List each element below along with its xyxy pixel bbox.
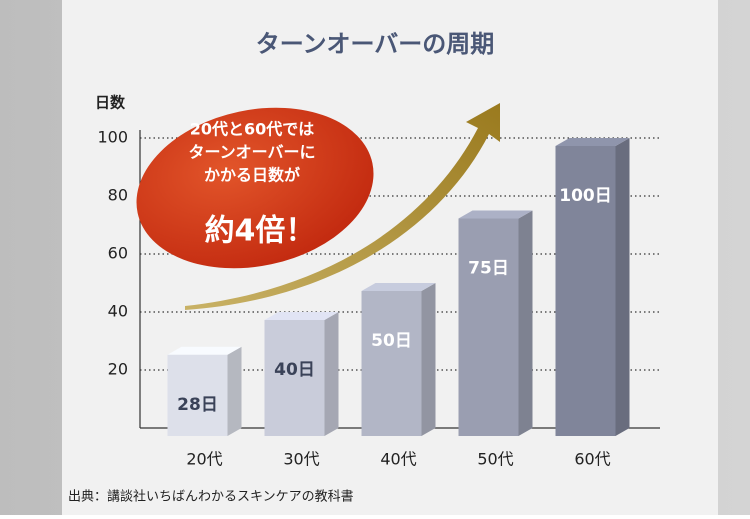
y-tick-label: 60 [108,244,128,263]
bar [458,210,533,436]
trend-arrow [185,103,500,310]
y-tick-label: 80 [108,186,128,205]
x-tick-label: 40代 [380,450,416,469]
bar-front [167,354,228,436]
bar [264,312,339,436]
bar-top [167,346,242,355]
bar-top [264,312,339,320]
value-label: 100日 [559,186,612,206]
y-tick-label: 40 [108,302,128,321]
y-tick-label: 100 [97,128,128,147]
callout-text: かかる日数が [204,166,300,185]
bar-top [361,283,436,291]
y-tick-label: 20 [108,360,128,379]
x-tick-label: 60代 [574,450,610,469]
source: 出典：講談社いちばんわかるスキンケアの教科書 [68,489,354,505]
callout-text: 20代と60代では [190,120,315,139]
bar-front [458,218,519,436]
callout-emphasis: 約4倍！ [205,214,316,249]
bar-top [555,138,630,146]
bar-front [361,291,422,436]
bar [361,283,436,436]
x-tick-label: 30代 [283,450,319,469]
bar [167,346,242,436]
value-label: 40日 [274,360,315,380]
bar [555,138,630,436]
value-label: 50日 [371,331,412,351]
bar-front [555,146,616,436]
bar-side [518,210,533,436]
chart-title: ターンオーバーの周期 [256,30,495,58]
bar-side [421,283,436,436]
bar-side [227,346,242,436]
y-axis-label: 日数 [95,94,126,112]
x-tick-label: 50代 [477,450,513,469]
bar-top [458,210,533,219]
x-tick-label: 20代 [186,450,222,469]
callout-text: ターンオーバーに [188,143,315,162]
bar-front [264,320,325,436]
value-label: 28日 [177,395,218,415]
bar-side [615,138,630,436]
value-label: 75日 [468,259,509,279]
callout-bubble [136,107,374,269]
bar-side [324,312,339,436]
